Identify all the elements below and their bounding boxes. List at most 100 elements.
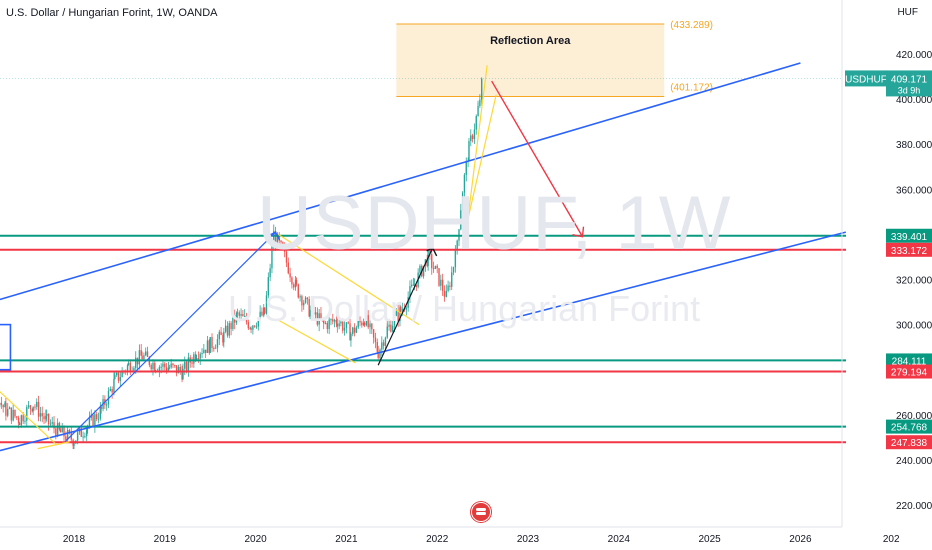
candle-body [330, 319, 332, 321]
candle-body [419, 265, 421, 273]
candle-body [445, 290, 447, 297]
candle-body [372, 329, 375, 338]
candle-body [235, 312, 238, 323]
candle-body [306, 297, 309, 300]
candle-body [222, 335, 224, 343]
candle-body [49, 423, 52, 425]
candle-body [242, 314, 244, 317]
candle-body [355, 327, 358, 333]
candle-body [208, 340, 210, 353]
candle-body [384, 337, 387, 346]
candle-body [53, 422, 55, 429]
candle-body [413, 284, 416, 286]
candle-body [141, 355, 143, 360]
candle-body [282, 242, 284, 248]
impulse-black-arrowhead [426, 246, 438, 257]
candle-body [228, 323, 230, 336]
candle-body [211, 337, 213, 349]
candle-body [374, 337, 377, 343]
x-tick-label: 202 [883, 534, 900, 545]
level-tag-bg [886, 435, 932, 450]
candle-body [299, 296, 301, 298]
candle-body [460, 210, 462, 230]
symbol-tag-label: USDHUF [845, 74, 887, 85]
candle-body [422, 265, 425, 277]
candle-body [328, 319, 330, 330]
candle-body [294, 279, 297, 288]
level-tag-bg [886, 353, 932, 368]
candle-body [140, 350, 142, 356]
candle-body [214, 347, 217, 349]
candle-body [43, 416, 45, 420]
candle-body [20, 415, 23, 426]
candle-body [320, 313, 322, 320]
candle-body [357, 320, 359, 328]
candle-body [114, 375, 116, 379]
candle-body [456, 240, 458, 251]
flag-logo-icon[interactable] [471, 502, 491, 522]
candle-body [471, 135, 474, 140]
candle-body [238, 312, 240, 316]
candle-body [109, 389, 112, 391]
candle-body [324, 322, 327, 324]
candle-body [5, 402, 7, 416]
candle-body [45, 415, 47, 420]
candle-body [61, 426, 63, 433]
candle-body [390, 324, 392, 332]
candle-body [51, 422, 53, 424]
trendline-channel-0 [0, 62, 801, 301]
candle-body [333, 319, 336, 322]
level-tag-bg [886, 228, 932, 243]
candle-body [349, 323, 351, 341]
candle-body [323, 319, 325, 324]
candle-body [342, 321, 344, 331]
candle-body [184, 361, 186, 369]
candle-body [127, 362, 130, 366]
candle-body [367, 315, 369, 328]
candle-body [187, 357, 190, 371]
candle-body [31, 408, 33, 412]
candle-body [470, 135, 472, 142]
trendline-channel-1 [0, 231, 847, 452]
candle-body [363, 322, 366, 326]
x-tick-label: 2025 [698, 534, 721, 545]
candle-body [105, 404, 108, 406]
candle-body [247, 322, 250, 329]
trendline-impulse-blue-8 [64, 231, 276, 443]
candle-body [145, 351, 147, 356]
projection-arrowhead [572, 226, 585, 238]
y-tick-label: 260.000 [896, 411, 932, 422]
candle-body [301, 296, 303, 306]
candle-body [63, 426, 65, 437]
candle-body [381, 342, 383, 350]
candle-body [117, 372, 120, 381]
candle-body [18, 422, 21, 426]
candle-body [263, 307, 266, 314]
candle-body [84, 436, 86, 438]
candle-body [162, 363, 164, 367]
candle-body [289, 273, 291, 278]
candle-body [259, 311, 261, 319]
candle-body [343, 327, 346, 331]
candle-body [96, 414, 98, 420]
candle-body [179, 366, 181, 372]
candle-body [280, 240, 282, 243]
y-tick-label: 300.000 [896, 321, 932, 332]
candle-body [309, 309, 311, 317]
candle-body [473, 129, 476, 140]
candle-body [405, 307, 408, 310]
reflection-zone [396, 24, 665, 97]
candle-body [285, 251, 288, 263]
candle-body [313, 306, 315, 315]
candle-body [80, 427, 82, 437]
candle-body [386, 326, 388, 328]
level-tag-label: 279.194 [891, 368, 928, 379]
zone-label: Reflection Area [490, 35, 571, 47]
candle-body [193, 354, 195, 364]
candle-body [100, 406, 102, 409]
candle-body [438, 268, 440, 286]
candle-body [449, 285, 451, 287]
